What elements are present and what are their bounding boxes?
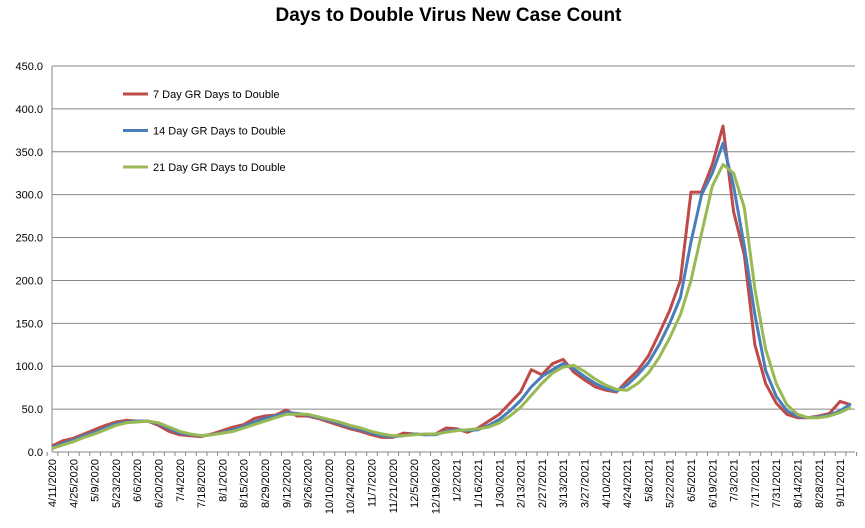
y-tick-label: 350.0	[15, 147, 43, 159]
y-tick-label: 50.0	[22, 404, 43, 416]
x-tick-label: 6/6/2020	[132, 459, 144, 502]
x-tick-label: 7/4/2020	[175, 459, 187, 502]
x-tick-label: 8/1/2020	[217, 459, 229, 502]
x-tick-label: 7/31/2021	[771, 459, 783, 508]
x-tick-label: 2/27/2021	[537, 459, 549, 508]
x-tick-label: 12/19/2020	[430, 459, 442, 514]
x-tick-label: 11/7/2020	[367, 459, 379, 507]
y-tick-label: 200.0	[15, 275, 43, 287]
x-tick-label: 8/29/2020	[260, 459, 272, 508]
x-tick-label: 5/9/2020	[90, 459, 102, 502]
x-tick-label: 5/23/2020	[111, 459, 123, 508]
x-tick-label: 1/30/2021	[494, 459, 506, 508]
x-tick-label: 5/8/2021	[643, 459, 655, 502]
y-tick-label: 100.0	[15, 361, 43, 373]
x-tick-label: 6/20/2020	[154, 459, 166, 508]
x-tick-label: 6/19/2021	[707, 459, 719, 508]
x-tick-label: 2/13/2021	[516, 459, 528, 508]
x-tick-label: 6/5/2021	[686, 459, 698, 502]
y-tick-label: 150.0	[15, 318, 43, 330]
x-tick-label: 4/10/2021	[601, 459, 613, 508]
x-tick-label: 1/2/2021	[452, 459, 464, 502]
x-tick-label: 4/11/2020	[47, 459, 59, 507]
x-tick-label: 9/12/2020	[281, 459, 293, 508]
x-tick-label: 7/18/2020	[196, 459, 208, 508]
x-tick-label: 3/13/2021	[558, 459, 570, 508]
legend-label: 7 Day GR Days to Double	[153, 89, 280, 101]
y-tick-label: 400.0	[15, 104, 43, 116]
x-tick-label: 4/25/2020	[68, 459, 80, 508]
x-tick-label: 9/11/2021	[835, 459, 847, 507]
y-tick-label: 250.0	[15, 233, 43, 245]
x-tick-label: 10/10/2020	[324, 459, 336, 514]
x-tick-label: 11/21/2020	[388, 459, 400, 513]
y-tick-label: 450.0	[15, 61, 43, 73]
y-tick-label: 300.0	[15, 190, 43, 202]
x-tick-label: 1/16/2021	[473, 459, 485, 508]
x-tick-label: 9/26/2020	[303, 459, 315, 508]
series-line-3	[51, 163, 852, 451]
x-tick-label: 8/15/2020	[239, 459, 251, 508]
x-tick-label: 3/27/2021	[580, 459, 592, 508]
legend-label: 14 Day GR Days to Double	[153, 126, 286, 138]
x-tick-label: 7/17/2021	[750, 459, 762, 508]
legend-label: 21 Day GR Days to Double	[153, 162, 286, 174]
y-tick-label: 0.0	[28, 447, 43, 459]
chart-title: Days to Double Virus New Case Count	[275, 5, 622, 26]
x-tick-label: 10/24/2020	[345, 459, 357, 514]
x-tick-label: 12/5/2020	[409, 459, 421, 508]
x-tick-label: 8/28/2021	[814, 459, 826, 508]
x-tick-label: 7/3/2021	[729, 459, 741, 502]
x-tick-label: 8/14/2021	[793, 459, 805, 508]
x-tick-label: 5/22/2021	[665, 459, 677, 508]
x-tick-label: 4/24/2021	[622, 459, 634, 508]
